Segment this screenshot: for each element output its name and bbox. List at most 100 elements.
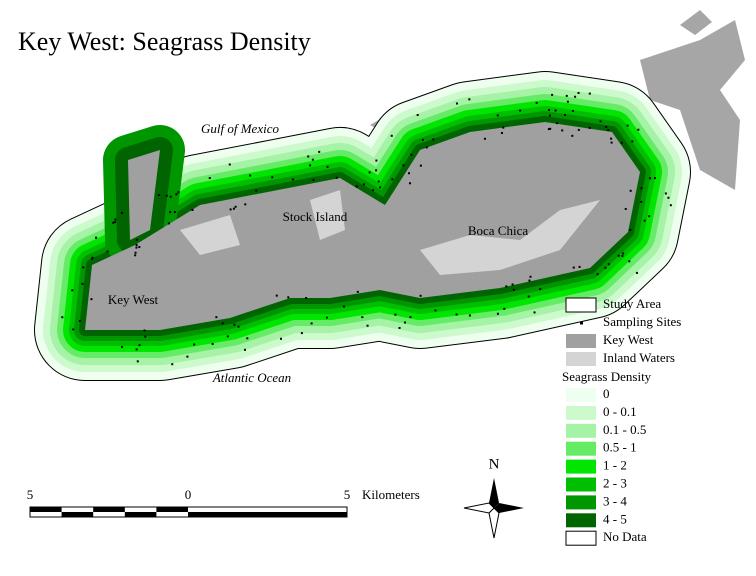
sampling-site [193,343,196,346]
sampling-site [549,127,552,130]
sampling-site [342,305,345,308]
sampling-site [134,251,137,254]
scale-label: 0 [185,487,192,502]
sampling-site [112,221,115,224]
sampling-site [173,211,176,214]
scale-segment [156,507,188,512]
sampling-site [566,100,569,103]
sampling-site [640,187,643,190]
sampling-site [186,355,189,358]
place-label: Key West [108,292,159,307]
place-label: Boca Chica [468,223,529,238]
sampling-site [362,183,365,186]
sampling-site [135,246,138,249]
sampling-site [604,266,607,269]
sampling-site [468,314,471,317]
sampling-site [637,128,640,131]
sampling-site [157,194,160,197]
sampling-site [82,266,85,269]
sampling-site [643,219,646,222]
sampling-site [563,113,566,116]
sampling-site [71,289,74,292]
sampling-site [232,207,235,210]
north-arrow: N [463,456,524,539]
sampling-site [135,348,138,351]
legend-swatch [566,405,596,420]
sampling-site [496,312,499,315]
legend-swatch [566,477,596,492]
sampling-site [78,320,81,323]
sampling-site [496,114,499,117]
sampling-site [244,203,247,206]
legend: Study Area Sampling Sites Key West Inland W… [562,296,681,546]
sampling-site [136,360,139,363]
sampling-site [561,129,564,132]
sampling-site [95,236,98,239]
legend-swatch [566,513,596,528]
sampling-site [135,244,138,247]
sampling-site [624,207,627,210]
sampling-site [527,295,530,298]
sampling-site [617,254,620,257]
sampling-site [455,313,458,316]
sampling-site [310,322,313,325]
sampling-site [309,164,312,167]
sampling-site [106,250,109,253]
sampling-site [398,326,401,329]
sampling-site [622,252,625,255]
legend-label: 0 - 0.1 [603,404,637,419]
scale-segment [30,507,62,512]
sampling-site [539,288,542,291]
sampling-site [547,128,550,131]
sampling-site [635,271,638,274]
sampling-site [143,329,146,332]
sampling-site [138,344,141,347]
sampling-site [548,109,551,112]
sampling-site [548,114,551,117]
legend-swatch [566,441,596,456]
sampling-site [255,189,258,192]
sampling-site [629,189,632,192]
sampling-site [177,191,180,194]
sampling-site [361,316,364,319]
sampling-site [215,316,218,319]
sampling-site [372,189,375,192]
sampling-site [307,155,310,158]
sampling-site [208,177,211,180]
legend-swatch [566,352,596,366]
sampling-site [318,150,321,153]
sampling-site [144,335,147,338]
sampling-site [577,128,580,131]
sampling-site [90,298,93,301]
sampling-site [91,256,94,259]
sampling-site [366,324,369,327]
sampling-site [135,238,138,241]
legend-swatch [566,495,596,510]
sampling-site [379,186,382,189]
sampling-site [175,193,178,196]
sampling-site [669,204,672,207]
scale-label: 5 [344,487,351,502]
sampling-site [607,263,610,266]
sampling-site [628,260,631,263]
map-title: Key West: Seagrass Density [18,27,311,56]
sampling-site [237,325,240,328]
legend-symbol [580,321,583,325]
sampling-site [300,332,303,335]
sampling-site [607,128,610,131]
sampling-site [533,311,536,314]
sampling-site [249,174,252,177]
sampling-site [226,335,229,338]
legend-label: 0.1 - 0.5 [603,422,646,437]
sampling-site [287,296,290,299]
sampling-site [588,92,591,95]
sampling-site [271,176,274,179]
legend-label: Inland Waters [603,350,675,365]
sampling-site [408,182,411,185]
sampling-site [121,345,124,348]
sampling-site [640,200,643,203]
sampling-site [577,91,580,94]
sampling-site [571,134,574,137]
legend-label: 1 - 2 [603,458,627,473]
scale-segment [61,512,94,517]
